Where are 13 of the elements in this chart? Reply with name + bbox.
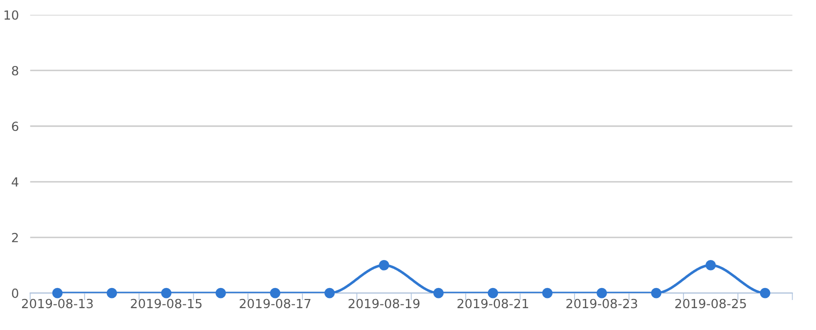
x-tick-label: 2019-08-17 xyxy=(240,298,310,308)
x-tick-label: 2019-08-25 xyxy=(675,298,746,308)
x-tick-label: 2019-08-13 xyxy=(22,298,93,308)
y-tick-label: 10 xyxy=(4,10,18,20)
y-tick-label: 2 xyxy=(12,232,18,242)
x-tick-label: 2019-08-21 xyxy=(458,298,528,308)
y-tick-label: 0 xyxy=(12,288,18,298)
x-tick-label: 2019-08-23 xyxy=(566,298,638,308)
y-tick-label: 6 xyxy=(12,122,18,132)
x-tick-label: 2019-08-19 xyxy=(348,298,420,308)
x-tick-label: 2019-08-15 xyxy=(130,298,202,308)
y-tick-label: 8 xyxy=(12,66,18,76)
y-tick-label: 4 xyxy=(12,177,18,187)
